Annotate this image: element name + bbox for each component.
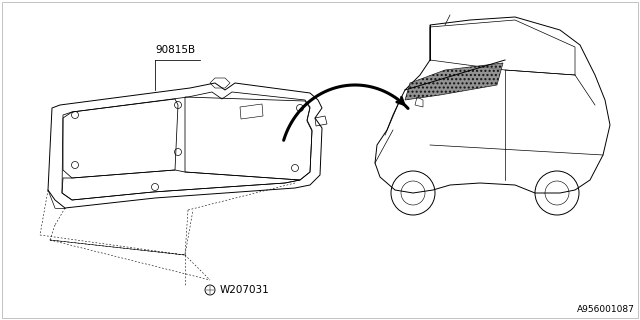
Text: W207031: W207031 (220, 285, 269, 295)
Text: 90815B: 90815B (155, 45, 195, 55)
Text: A956001087: A956001087 (577, 305, 635, 314)
Polygon shape (405, 63, 503, 100)
